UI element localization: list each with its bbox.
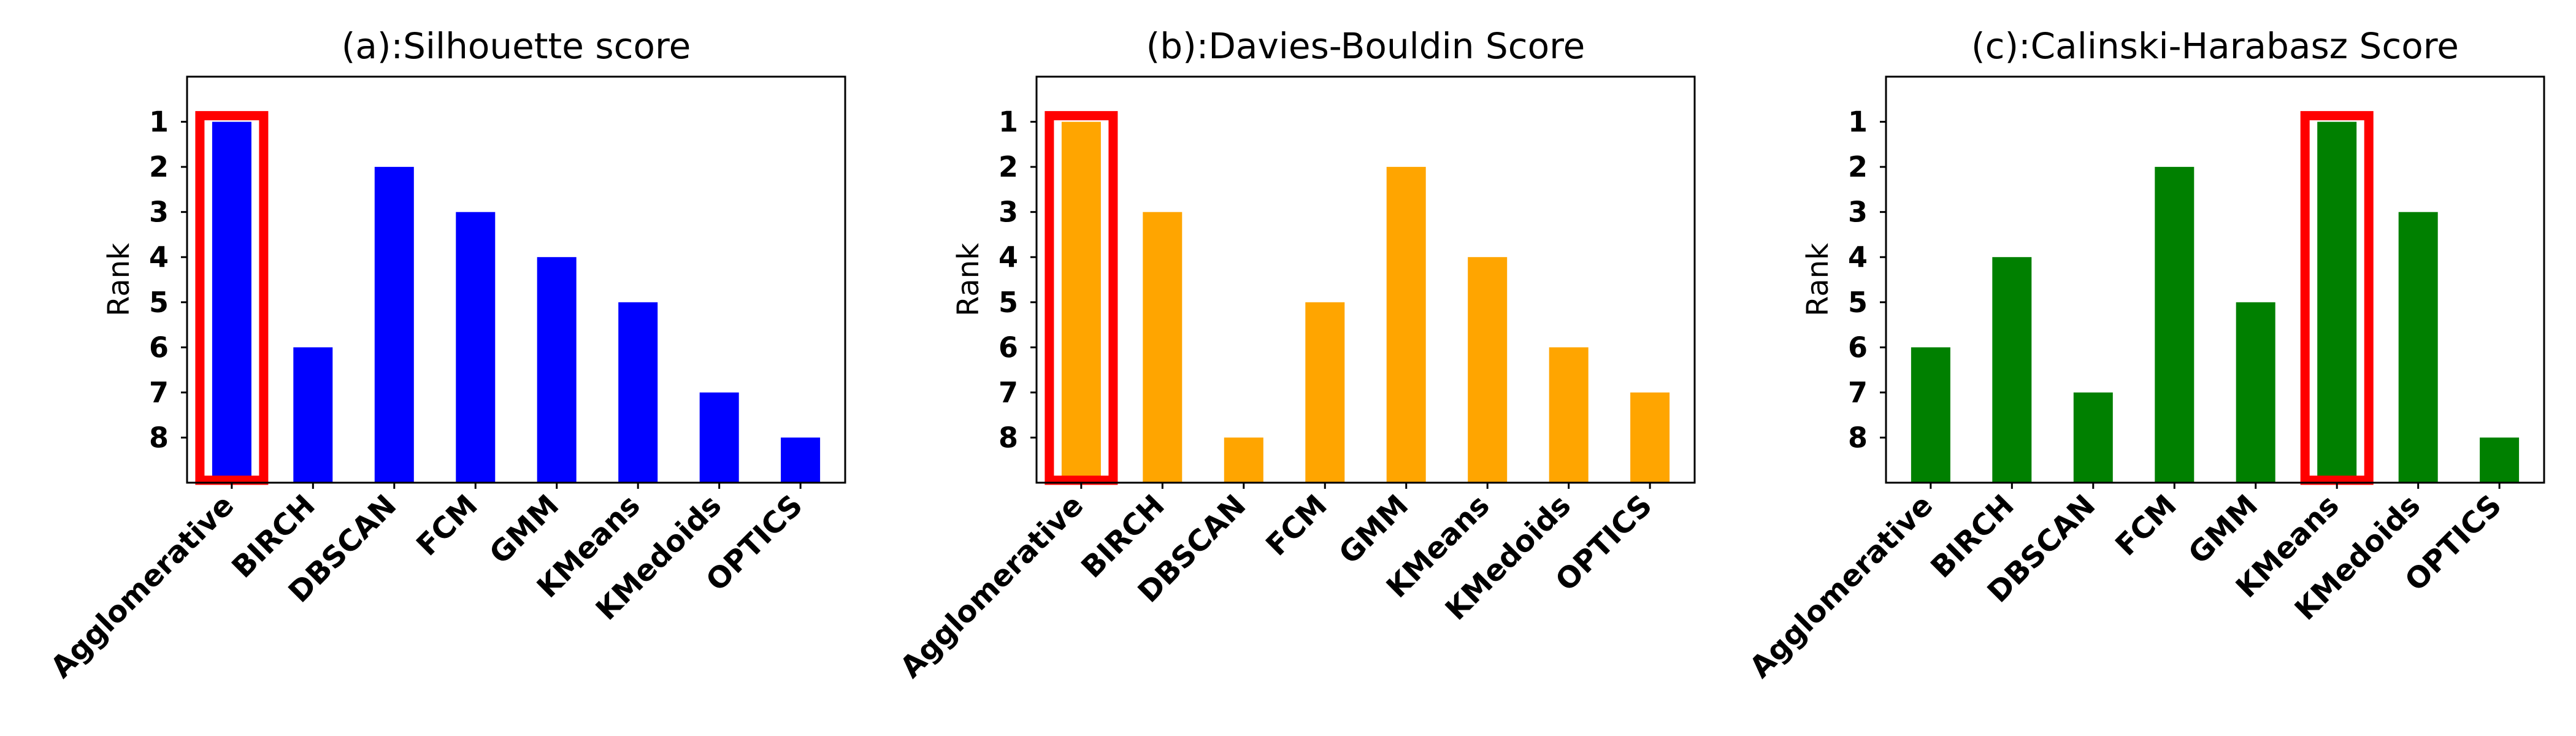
bar-kmedoids <box>699 392 739 483</box>
y-tick-label: 7 <box>999 376 1018 409</box>
y-tick-label: 7 <box>1848 376 1868 409</box>
y-tick-label: 1 <box>1848 105 1868 139</box>
bar-optics <box>781 437 821 483</box>
bar-fcm <box>1305 302 1345 483</box>
y-tick-label: 8 <box>999 421 1018 454</box>
y-tick-label: 1 <box>999 105 1018 139</box>
plot-frame <box>186 75 846 484</box>
bar-dbscan <box>1224 437 1263 483</box>
bar-birch <box>293 347 333 483</box>
y-axis-label: Rank <box>951 243 986 316</box>
y-axis-label: Rank <box>1801 243 1835 316</box>
bar-agglomerative <box>212 121 251 483</box>
y-tick-label: 2 <box>149 150 169 183</box>
bar-fcm <box>2155 167 2195 483</box>
y-tick-label: 8 <box>1848 421 1868 454</box>
bar-fcm <box>456 212 496 483</box>
plot-frame <box>1885 75 2545 484</box>
y-tick-label: 3 <box>999 196 1018 229</box>
bar-dbscan <box>374 167 414 483</box>
y-tick-label: 2 <box>1848 150 1868 183</box>
y-tick-label: 4 <box>1848 240 1868 274</box>
bar-gmm <box>537 257 577 483</box>
y-tick-label: 2 <box>999 150 1018 183</box>
y-tick-label: 4 <box>149 240 169 274</box>
y-tick-label: 6 <box>999 331 1018 364</box>
y-tick-label: 6 <box>1848 331 1868 364</box>
bar-kmeans <box>618 302 658 483</box>
plot-frame <box>1035 75 1696 484</box>
y-tick-label: 8 <box>149 421 169 454</box>
bar-birch <box>1992 257 2032 483</box>
highlight-box <box>1045 111 1118 485</box>
bar-agglomerative <box>1911 347 1950 483</box>
bar-dbscan <box>2073 392 2113 483</box>
y-tick-label: 7 <box>149 376 169 409</box>
chart-title: (b):Davies-Bouldin Score <box>1146 25 1585 67</box>
chart-title: (a):Silhouette score <box>342 25 691 67</box>
y-tick-label: 5 <box>1848 286 1868 319</box>
highlight-box <box>2300 111 2374 485</box>
y-tick-label: 3 <box>149 196 169 229</box>
highlight-box <box>195 111 269 485</box>
bar-optics <box>1630 392 1670 483</box>
bar-kmedoids <box>1549 347 1589 483</box>
y-tick-label: 6 <box>149 331 169 364</box>
y-tick-label: 3 <box>1848 196 1868 229</box>
bar-optics <box>2480 437 2520 483</box>
y-tick-label: 4 <box>999 240 1018 274</box>
bar-kmeans <box>1468 257 1508 483</box>
bar-agglomerative <box>1061 121 1101 483</box>
bar-kmedoids <box>2398 212 2438 483</box>
bar-gmm <box>2236 302 2275 483</box>
y-tick-label: 1 <box>149 105 169 139</box>
y-tick-label: 5 <box>149 286 169 319</box>
y-axis-label: Rank <box>102 243 136 316</box>
bar-kmeans <box>2317 121 2357 483</box>
bar-birch <box>1143 212 1183 483</box>
chart-title: (c):Calinski-Harabasz Score <box>1971 25 2459 67</box>
bar-gmm <box>1386 167 1426 483</box>
y-tick-label: 5 <box>999 286 1018 319</box>
